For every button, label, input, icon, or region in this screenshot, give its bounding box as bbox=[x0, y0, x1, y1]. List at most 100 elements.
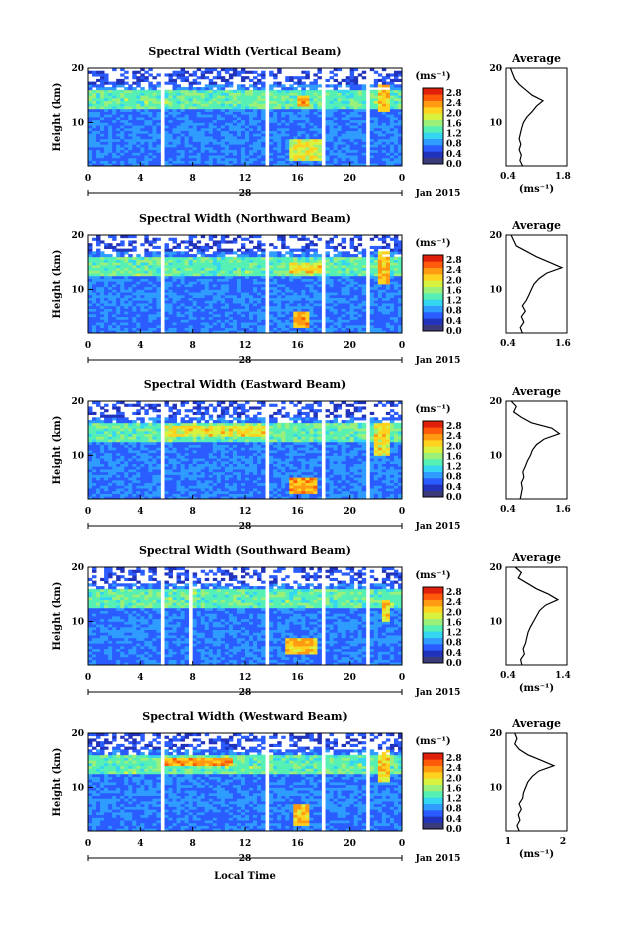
heatmap-cell bbox=[200, 245, 206, 250]
heatmap-cell bbox=[301, 106, 306, 110]
heatmap-cell bbox=[120, 130, 125, 134]
heatmap-cell bbox=[144, 316, 149, 320]
heatmap-cell bbox=[176, 122, 181, 126]
heatmap-cell bbox=[96, 254, 101, 258]
heatmap-cell bbox=[220, 235, 226, 239]
heatmap-cell bbox=[273, 138, 278, 142]
heatmap-cell bbox=[104, 146, 109, 151]
heatmap-cell bbox=[208, 327, 214, 331]
heatmap-cell bbox=[168, 97, 173, 102]
heatmap-cell bbox=[313, 106, 318, 110]
heatmap-cell bbox=[136, 289, 141, 293]
average-y-tick-label: 20 bbox=[489, 64, 502, 74]
heatmap-cell bbox=[293, 149, 298, 153]
heatmap-cell bbox=[397, 330, 403, 334]
heatmap-cell bbox=[349, 245, 355, 250]
heatmap-cell bbox=[204, 316, 210, 320]
heatmap-cell bbox=[200, 122, 206, 126]
heatmap-cell bbox=[313, 273, 318, 277]
heatmap-cell bbox=[132, 160, 137, 164]
heatmap-cell bbox=[245, 256, 250, 260]
heatmap-cell bbox=[100, 436, 105, 440]
heatmap-cell bbox=[313, 305, 318, 309]
heatmap-cell bbox=[168, 130, 173, 134]
heatmap-cell bbox=[369, 286, 375, 290]
heatmap-cell bbox=[232, 100, 238, 104]
heatmap-cell bbox=[341, 286, 347, 290]
heatmap-cell bbox=[124, 70, 129, 74]
heatmap-cell bbox=[196, 119, 202, 123]
heatmap-cell bbox=[92, 474, 97, 478]
heatmap-cell bbox=[204, 125, 210, 129]
heatmap-cell bbox=[289, 264, 294, 269]
heatmap-cell bbox=[100, 303, 105, 307]
heatmap-cell bbox=[349, 108, 355, 112]
heatmap-cell bbox=[325, 259, 330, 263]
heatmap-cell bbox=[385, 273, 391, 277]
heatmap-cell bbox=[297, 259, 302, 263]
heatmap-cell bbox=[305, 324, 310, 328]
heatmap-cell bbox=[289, 152, 294, 156]
heatmap-cell bbox=[224, 68, 230, 72]
heatmap-cell bbox=[305, 163, 310, 167]
heatmap-cell bbox=[132, 76, 137, 80]
heatmap-cell bbox=[257, 305, 262, 309]
heatmap-cell bbox=[297, 149, 302, 153]
heatmap-cell bbox=[349, 273, 355, 277]
heatmap-cell bbox=[277, 286, 282, 290]
heatmap-cell bbox=[325, 294, 330, 299]
heatmap-cell bbox=[192, 284, 198, 288]
heatmap-cell bbox=[208, 108, 214, 112]
heatmap-cell bbox=[204, 87, 210, 91]
heatmap-cell bbox=[345, 84, 351, 88]
heatmap-cell bbox=[216, 330, 222, 334]
heatmap-cell bbox=[196, 248, 202, 252]
heatmap-cell bbox=[285, 146, 290, 151]
heatmap-cell bbox=[208, 89, 214, 93]
heatmap-cell bbox=[92, 433, 97, 437]
heatmap-cell bbox=[261, 300, 266, 304]
heatmap-cell bbox=[232, 313, 238, 318]
heatmap-cell bbox=[92, 130, 97, 134]
heatmap-cell bbox=[216, 106, 222, 110]
heatmap-cell bbox=[120, 281, 125, 285]
heatmap-cell bbox=[172, 256, 177, 260]
heatmap-cell bbox=[389, 278, 395, 282]
heatmap-cell bbox=[397, 73, 403, 77]
heatmap-cell bbox=[353, 76, 359, 80]
heatmap-cell bbox=[389, 108, 395, 112]
heatmap-cell bbox=[317, 68, 322, 72]
heatmap-cell bbox=[96, 237, 101, 241]
heatmap-cell bbox=[269, 89, 274, 93]
heatmap-cell bbox=[309, 95, 314, 99]
heatmap-cell bbox=[136, 305, 141, 309]
heatmap-cell bbox=[164, 297, 169, 301]
heatmap-cell bbox=[369, 254, 375, 258]
heatmap-cell bbox=[393, 130, 399, 134]
heatmap-cell bbox=[309, 111, 314, 115]
heatmap-cell bbox=[353, 289, 359, 293]
heatmap-cell bbox=[120, 160, 125, 164]
heatmap-cell bbox=[164, 251, 169, 255]
heatmap-cell bbox=[240, 68, 246, 72]
heatmap-cell bbox=[196, 294, 202, 299]
heatmap-cell bbox=[136, 125, 141, 129]
heatmap-cell bbox=[196, 311, 202, 315]
heatmap-cell bbox=[88, 411, 93, 416]
heatmap-cell bbox=[224, 297, 230, 301]
heatmap-cell bbox=[253, 305, 258, 309]
heatmap-cell bbox=[184, 262, 190, 266]
heatmap-cell bbox=[285, 149, 290, 153]
heatmap-cell bbox=[120, 267, 125, 271]
heatmap-cell bbox=[152, 245, 157, 250]
heatmap-cell bbox=[345, 103, 351, 107]
heatmap-cell bbox=[377, 311, 383, 315]
heatmap-cell bbox=[361, 141, 367, 145]
x-tick-label: 12 bbox=[239, 341, 252, 351]
heatmap-cell bbox=[333, 289, 338, 293]
colorbar-tick-label: 2.4 bbox=[446, 99, 462, 109]
heatmap-cell bbox=[212, 300, 218, 304]
heatmap-cell bbox=[204, 119, 210, 123]
heatmap-cell bbox=[180, 146, 186, 151]
heatmap-cell bbox=[132, 267, 137, 271]
